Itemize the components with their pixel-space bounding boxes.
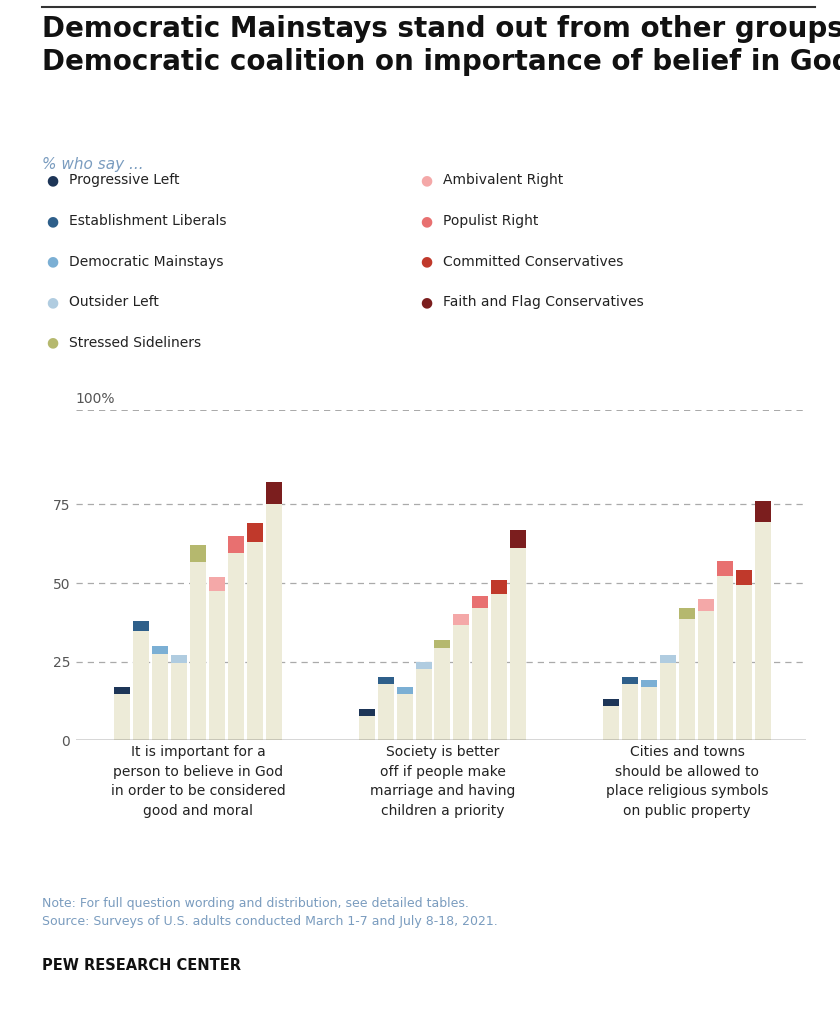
Bar: [152, 646, 168, 654]
Text: Cities and towns
should be allowed to
place religious symbols
on public property: Cities and towns should be allowed to pl…: [606, 745, 769, 817]
Bar: [209, 577, 225, 740]
Text: PEW RESEARCH CENTER: PEW RESEARCH CENTER: [42, 958, 241, 973]
Bar: [190, 546, 206, 740]
Text: ●: ●: [46, 255, 58, 269]
Bar: [472, 595, 488, 740]
Bar: [209, 577, 225, 591]
Bar: [378, 677, 394, 684]
Text: Source: Surveys of U.S. adults conducted March 1-7 and July 8-18, 2021.: Source: Surveys of U.S. adults conducted…: [42, 915, 498, 928]
Text: It is important for a
person to believe in God
in order to be considered
good an: It is important for a person to believe …: [111, 745, 286, 817]
Text: ●: ●: [46, 295, 58, 309]
Text: % who say ...: % who say ...: [42, 157, 144, 172]
Text: ●: ●: [46, 336, 58, 350]
Text: ●: ●: [420, 255, 432, 269]
Text: Note: For full question wording and distribution, see detailed tables.: Note: For full question wording and dist…: [42, 897, 469, 911]
Bar: [679, 608, 695, 740]
Text: Society is better
off if people make
marriage and having
children a priority: Society is better off if people make mar…: [370, 745, 515, 817]
Bar: [171, 655, 187, 740]
Bar: [190, 546, 206, 562]
Bar: [434, 640, 450, 740]
Text: Establishment Liberals: Establishment Liberals: [69, 214, 227, 228]
Text: 100%: 100%: [76, 391, 115, 406]
Bar: [378, 677, 394, 740]
Bar: [641, 680, 657, 740]
Bar: [396, 686, 412, 740]
Bar: [603, 700, 619, 740]
Bar: [114, 686, 130, 694]
Bar: [265, 483, 281, 504]
Bar: [472, 595, 488, 608]
Bar: [660, 655, 676, 662]
Bar: [171, 655, 187, 662]
Text: ●: ●: [420, 295, 432, 309]
Bar: [454, 614, 470, 740]
Text: Ambivalent Right: Ambivalent Right: [443, 173, 563, 188]
Bar: [152, 646, 168, 740]
Bar: [359, 709, 375, 716]
Text: Faith and Flag Conservatives: Faith and Flag Conservatives: [443, 295, 643, 309]
Bar: [510, 529, 526, 548]
Bar: [717, 561, 732, 576]
Bar: [434, 640, 450, 648]
Bar: [622, 677, 638, 740]
Text: Stressed Sideliners: Stressed Sideliners: [69, 336, 201, 350]
Bar: [247, 523, 263, 740]
Text: Committed Conservatives: Committed Conservatives: [443, 255, 623, 269]
Text: Democratic Mainstays stand out from other groups in
Democratic coalition on impo: Democratic Mainstays stand out from othe…: [42, 15, 840, 76]
Text: ●: ●: [420, 173, 432, 188]
Bar: [603, 700, 619, 707]
Bar: [679, 608, 695, 620]
Bar: [510, 529, 526, 740]
Bar: [698, 598, 714, 610]
Text: ●: ●: [46, 173, 58, 188]
Bar: [359, 709, 375, 740]
Bar: [265, 483, 281, 740]
Bar: [491, 580, 507, 593]
Text: Outsider Left: Outsider Left: [69, 295, 159, 309]
Bar: [754, 501, 771, 740]
Bar: [228, 535, 244, 740]
Bar: [717, 561, 732, 740]
Bar: [416, 661, 432, 668]
Text: Democratic Mainstays: Democratic Mainstays: [69, 255, 223, 269]
Bar: [754, 501, 771, 521]
Bar: [114, 686, 130, 740]
Bar: [698, 598, 714, 740]
Text: ●: ●: [420, 214, 432, 228]
Bar: [491, 580, 507, 740]
Bar: [622, 677, 638, 684]
Bar: [133, 621, 150, 740]
Text: Populist Right: Populist Right: [443, 214, 538, 228]
Bar: [133, 621, 150, 631]
Bar: [228, 535, 244, 554]
Bar: [660, 655, 676, 740]
Bar: [247, 523, 263, 541]
Text: Progressive Left: Progressive Left: [69, 173, 180, 188]
Text: ●: ●: [46, 214, 58, 228]
Bar: [416, 661, 432, 740]
Bar: [454, 614, 470, 626]
Bar: [736, 571, 752, 585]
Bar: [641, 680, 657, 687]
Bar: [736, 571, 752, 740]
Bar: [396, 686, 412, 694]
